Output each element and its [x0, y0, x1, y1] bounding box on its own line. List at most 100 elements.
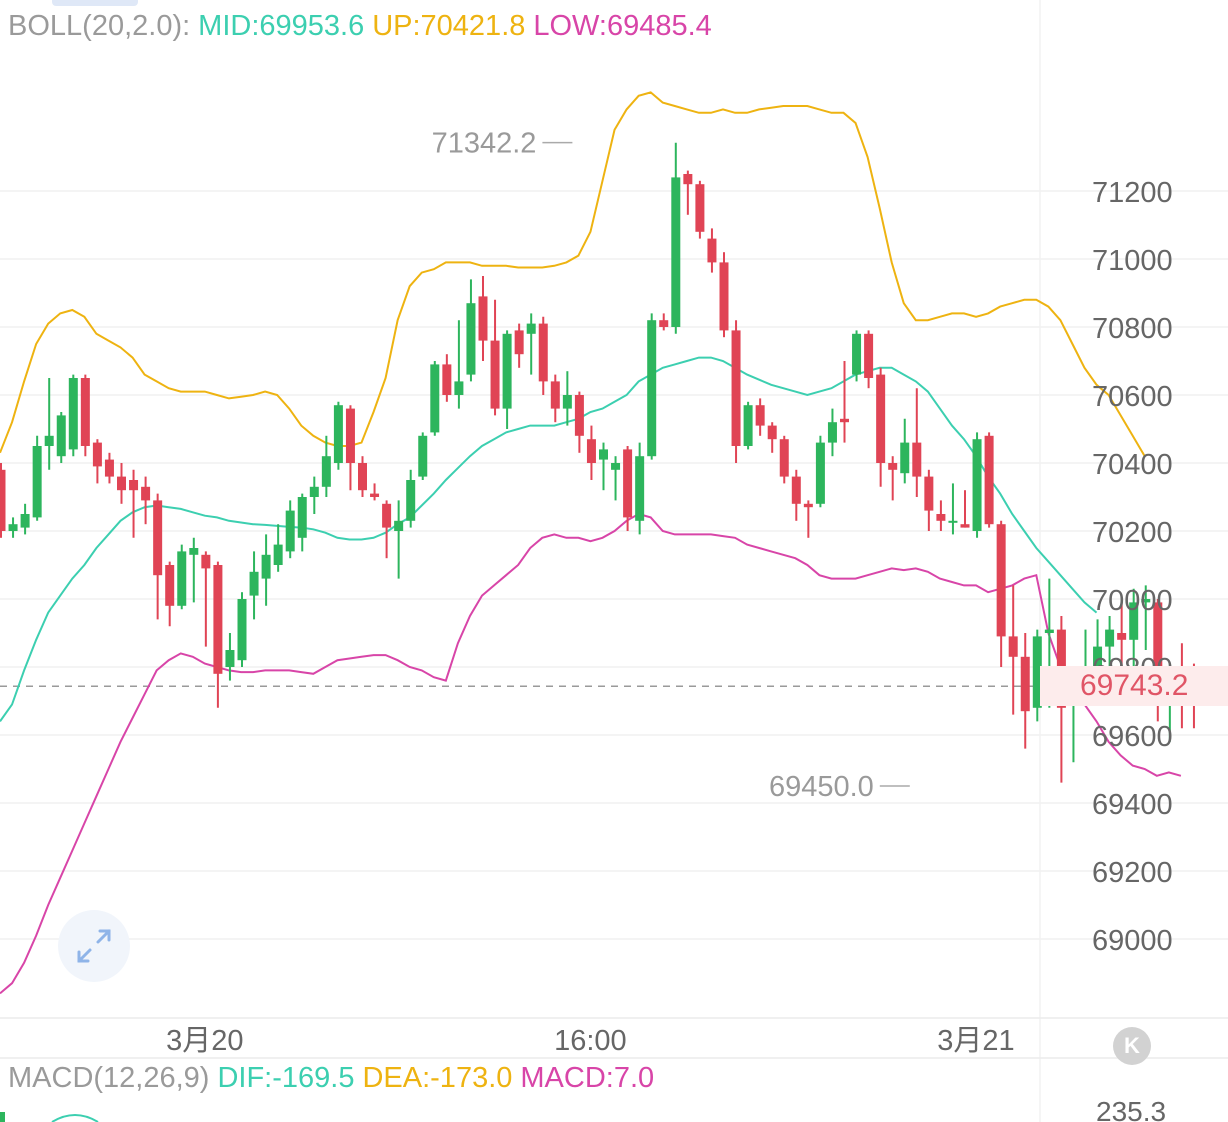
bearish-candle: [129, 469, 139, 538]
candle-body: [936, 514, 946, 521]
candle-body: [623, 449, 633, 518]
expand-icon: [77, 929, 111, 963]
price-axis: 6900069200694006960069800700007020070400…: [1092, 177, 1173, 957]
macd-name: MACD(12,26,9): [8, 1062, 210, 1094]
bullish-candle: [32, 435, 42, 521]
bullish-candle: [225, 633, 235, 681]
candle-body: [273, 544, 283, 565]
candle-body: [225, 650, 235, 667]
candle-body: [466, 303, 476, 375]
candle-body: [1153, 602, 1163, 684]
bullish-candle: [599, 442, 608, 491]
macd-pane: 235.3: [0, 1096, 1166, 1122]
candle-body: [888, 463, 898, 470]
bullish-candle: [8, 517, 18, 538]
candle-body: [912, 442, 922, 477]
candle-body: [104, 459, 114, 477]
candle-body: [647, 320, 657, 457]
candle-body: [984, 435, 994, 525]
bearish-candle: [92, 439, 102, 484]
candle-body: [1117, 633, 1127, 640]
candle-body: [165, 565, 175, 606]
boll-mid-line: [0, 356, 1098, 722]
bearish-candle: [1008, 585, 1018, 715]
bullish-candle: [671, 142, 681, 334]
boll-mid-value: MID:69953.6: [198, 10, 365, 42]
bearish-candle: [755, 398, 765, 436]
bearish-candle: [550, 374, 560, 423]
boll-low-value: LOW:69485.4: [533, 10, 712, 42]
candle-body: [394, 520, 404, 531]
bearish-candle: [141, 476, 151, 525]
macd-dif-line: [51, 1114, 99, 1122]
bullish-candle: [297, 493, 307, 552]
candle-body: [900, 442, 910, 474]
bearish-candle: [888, 456, 898, 501]
candle-body: [948, 520, 958, 523]
candle-body: [56, 415, 66, 457]
candle-body: [526, 323, 536, 334]
candle-body: [767, 425, 777, 440]
x-tick-label: 3月21: [937, 1025, 1014, 1057]
candle-body: [382, 503, 392, 528]
candle-body: [1141, 599, 1151, 603]
bullish-candle: [68, 374, 78, 457]
expand-chart-button[interactable]: [58, 910, 130, 982]
bearish-candle: [213, 561, 223, 708]
candle-body: [635, 456, 645, 521]
bullish-candle: [1141, 585, 1151, 650]
candle-body: [1129, 602, 1139, 640]
boll-name: BOLL(20,2.0):: [8, 10, 191, 42]
bullish-candle: [56, 412, 66, 463]
y-tick-label: 69400: [1092, 789, 1173, 821]
candle-body: [129, 480, 139, 491]
candle-body: [755, 405, 765, 426]
bullish-candle: [972, 432, 982, 538]
bearish-candle: [345, 405, 355, 491]
candle-body: [321, 456, 331, 487]
high-low-annotations: 71342.2 69450.0: [432, 128, 910, 803]
k-line-toggle-button[interactable]: K: [1113, 1027, 1151, 1065]
candle-body: [333, 405, 343, 463]
candle-body: [213, 565, 223, 674]
candle-body: [80, 378, 90, 446]
bullish-candle: [249, 551, 259, 620]
bullish-candle: [815, 435, 825, 508]
candle-body: [683, 174, 693, 185]
bullish-candle: [454, 320, 464, 409]
candle-body: [32, 446, 42, 518]
x-tick-label: 16:00: [554, 1025, 627, 1057]
candle-body: [803, 503, 813, 508]
bullish-candle: [189, 537, 199, 603]
bearish-candle: [490, 299, 500, 416]
bearish-candle: [779, 435, 789, 484]
candle-body: [285, 510, 295, 552]
candle-body: [44, 435, 54, 446]
bullish-candle: [611, 456, 621, 501]
bullish-candle: [1032, 629, 1042, 722]
candle-body: [779, 439, 789, 477]
candle-body: [1008, 636, 1018, 657]
bullish-candle: [502, 330, 512, 429]
bullish-candle: [466, 279, 476, 382]
candle-body: [418, 435, 428, 477]
bearish-candle: [1020, 633, 1030, 749]
candle-body: [1093, 646, 1103, 671]
bullish-candle: [827, 408, 837, 457]
bullish-candle: [430, 361, 440, 436]
boll-up-line: [0, 91, 1146, 457]
bearish-candle: [442, 354, 452, 402]
macd-histogram-bar: [0, 1112, 5, 1122]
bullish-candle: [285, 500, 295, 559]
bearish-candle: [683, 170, 693, 215]
y-tick-label: 70000: [1092, 585, 1173, 617]
candle-body: [442, 364, 452, 395]
bearish-candle: [996, 520, 1006, 667]
bullish-candle: [309, 476, 319, 514]
bearish-candle: [574, 391, 584, 453]
bearish-candle: [165, 561, 175, 627]
bearish-candle: [538, 316, 548, 395]
candle-body: [297, 497, 307, 538]
bearish-candle: [358, 456, 367, 497]
